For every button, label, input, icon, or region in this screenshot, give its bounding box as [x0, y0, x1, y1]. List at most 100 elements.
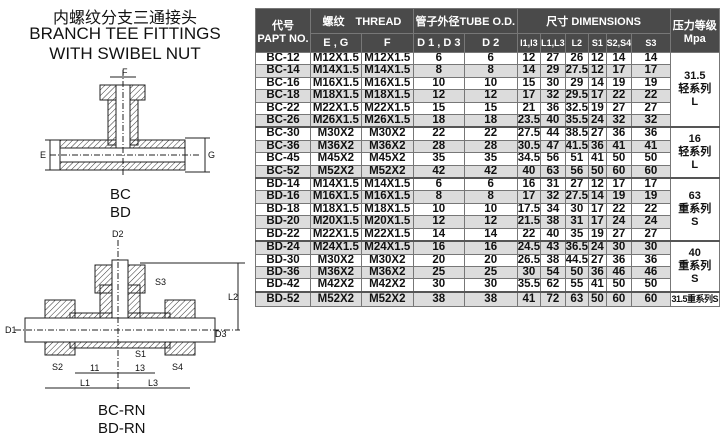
table-cell: M18X1.5 — [360, 89, 414, 103]
dim-s3: S3 — [155, 277, 166, 287]
table-cell: 35 — [564, 227, 590, 242]
table-cell: M24X1.5 — [309, 240, 362, 255]
cell-part-no: BC-22 — [255, 101, 311, 116]
cell-part-no: BC-12 — [255, 51, 311, 66]
table-cell: 17 — [631, 177, 671, 192]
table-cell: 14 — [516, 64, 542, 78]
table-cell: 20 — [412, 253, 465, 267]
table-cell: 12 — [588, 64, 607, 78]
table-cell: 31 — [564, 215, 590, 229]
table-cell: 36 — [631, 126, 671, 141]
table-cell: 24 — [605, 215, 633, 229]
subheader-2: D 1 , D 3 — [412, 33, 465, 53]
table-cell: 36 — [605, 253, 633, 267]
table-cell: M12X1.5 — [309, 51, 362, 66]
table-cell: M18X1.5 — [309, 89, 362, 103]
table-cell: 36 — [588, 139, 607, 154]
table-cell: M14X1.5 — [309, 177, 362, 192]
table-cell: 14 — [588, 190, 607, 204]
table-cell: 12 — [463, 89, 518, 103]
table-cell: M45X2 — [360, 152, 414, 166]
pressure-rating: 16 轻系列 L — [669, 126, 720, 179]
pressure-line: 63 — [688, 190, 701, 203]
table-cell: 36.5 — [564, 240, 590, 255]
table-cell: 63 — [564, 290, 590, 307]
table-cell: 22 — [631, 89, 671, 103]
table-cell: 10 — [412, 202, 465, 217]
table-cell: 55 — [564, 278, 590, 293]
table-cell: 44 — [540, 126, 566, 141]
table-cell: 6 — [463, 177, 518, 192]
table-cell: M36X2 — [360, 265, 414, 280]
table-cell: 31 — [540, 177, 566, 192]
dim-s4: S4 — [172, 362, 183, 372]
table-cell: 38.5 — [564, 126, 590, 141]
table-cell: 38 — [540, 215, 566, 229]
table-cell: 32.5 — [564, 101, 590, 116]
pressure-line: 重系列 — [678, 203, 712, 216]
table-cell: 50 — [564, 265, 590, 280]
table-cell: 19 — [605, 190, 633, 204]
table-cell: M36X2 — [360, 139, 414, 154]
table-cell: 22 — [463, 126, 518, 141]
table-cell: 41 — [605, 139, 633, 154]
table-cell: M26X1.5 — [360, 114, 414, 128]
table-cell: M36X2 — [309, 139, 362, 154]
pressure-rating: 40 重系列 S — [669, 240, 720, 293]
table-cell: 21.5 — [516, 215, 542, 229]
table-cell: M36X2 — [309, 265, 362, 280]
cell-part-no: BC-52 — [255, 164, 311, 179]
cell-part-no: BD-22 — [255, 227, 311, 242]
table-cell: M42X2 — [360, 278, 414, 293]
table-cell: M30X2 — [360, 126, 414, 141]
table-cell: 19 — [588, 227, 607, 242]
table-cell: M45X2 — [309, 152, 362, 166]
table-cell: M30X2 — [309, 253, 362, 267]
table-cell: 30 — [412, 278, 465, 293]
table-cell: 24 — [588, 240, 607, 255]
pressure-line: 轻系列 — [678, 83, 712, 96]
table-cell: 14 — [605, 51, 633, 66]
table-cell: 50 — [605, 152, 633, 166]
dim-f: F — [122, 67, 128, 77]
table-row: BC-52 M52X2 M52X2 42 42 40 63 56 50 60 60 — [255, 164, 720, 179]
cell-part-no: BD-20 — [255, 215, 311, 229]
table-cell: 6 — [412, 177, 465, 192]
table-cell: 27 — [631, 101, 671, 116]
table-cell: 18 — [412, 114, 465, 128]
table-cell: 50 — [631, 278, 671, 293]
cell-part-no: BC-26 — [255, 114, 311, 128]
table-cell: M16X1.5 — [309, 190, 362, 204]
table-cell: 47 — [540, 139, 566, 154]
table-row: BC-14 M14X1.5 M14X1.5 8 8 14 29 27.5 12 17 17 — [255, 64, 720, 78]
table-cell: 16 — [412, 240, 465, 255]
table-cell: M42X2 — [309, 278, 362, 293]
cell-part-no: BD-14 — [255, 177, 311, 192]
header-thread: 螺纹 THREAD — [309, 8, 414, 34]
table-cell: 27 — [588, 253, 607, 267]
table-cell: 30 — [516, 265, 542, 280]
pressure-rating: 31.5重系列S — [669, 290, 720, 307]
table-cell: 30 — [631, 240, 671, 255]
table-cell: 12 — [588, 51, 607, 66]
table-cell: 29.5 — [564, 89, 590, 103]
table-cell: 32 — [631, 114, 671, 128]
table-row: BD-18 M18X1.5 M18X1.5 10 10 17.5 34 30 17 22 22 — [255, 202, 720, 217]
table-row: BD-20 M20X1.5 M20X1.5 12 12 21.5 38 31 17 24 24 — [255, 215, 720, 229]
title-english-line-1: BRANCH TEE FITTINGS — [29, 24, 221, 43]
table-cell: 16 — [463, 240, 518, 255]
table-cell: 10 — [463, 76, 518, 91]
table-cell: 30 — [605, 240, 633, 255]
table-cell: 16 — [516, 177, 542, 192]
header-dimensions: 尺寸 DIMENSIONS — [516, 8, 671, 34]
dim-e: E — [40, 150, 46, 160]
table-row: BC-12 M12X1.5 M12X1.5 6 6 12 27 26 12 14 14 31.5 轻系列… — [255, 51, 720, 128]
table-cell: 36 — [588, 265, 607, 280]
cell-part-no: BD-16 — [255, 190, 311, 204]
pressure-line: S — [691, 272, 699, 285]
table-cell: 34 — [540, 202, 566, 217]
table-cell: 38 — [412, 290, 465, 307]
cell-part-no: BC-45 — [255, 152, 311, 166]
table-cell: 28 — [412, 139, 465, 154]
table-cell: 28 — [463, 139, 518, 154]
